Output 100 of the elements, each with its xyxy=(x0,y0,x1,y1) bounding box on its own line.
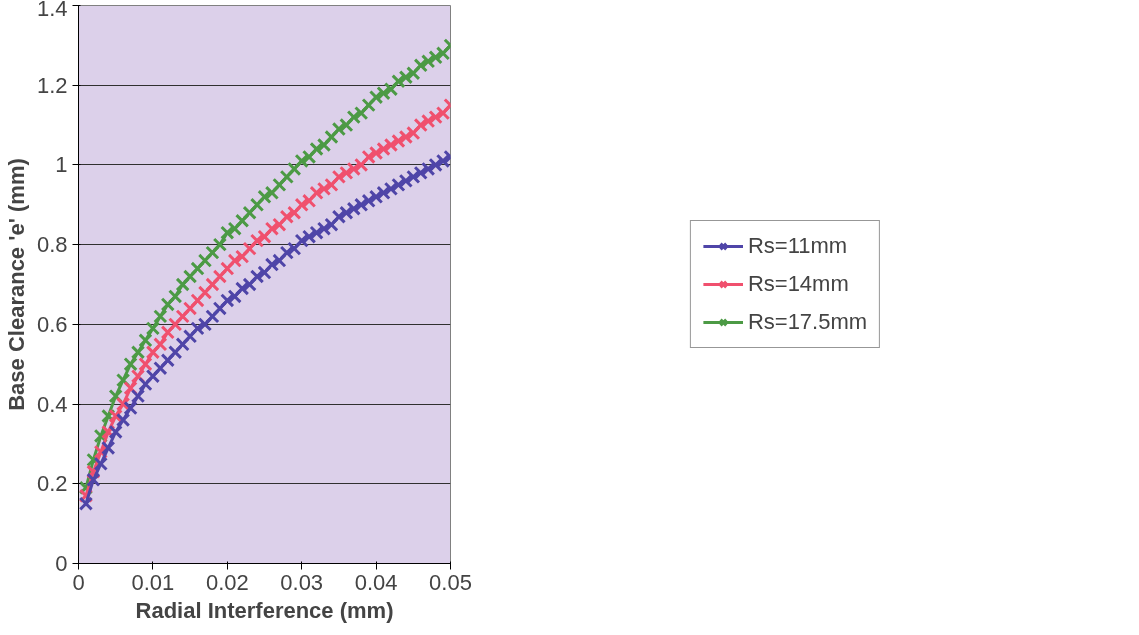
point xyxy=(354,197,369,212)
point xyxy=(309,185,324,200)
point xyxy=(301,229,317,244)
point xyxy=(227,253,242,268)
legend-label: Rs=11mm xyxy=(747,233,848,259)
point xyxy=(294,153,309,169)
point xyxy=(324,217,339,232)
point xyxy=(361,193,376,208)
point xyxy=(138,376,153,392)
point xyxy=(160,297,175,312)
point xyxy=(413,165,428,181)
legend-label: Rs=14mm xyxy=(747,271,849,297)
point xyxy=(398,70,414,85)
point xyxy=(421,113,436,129)
point xyxy=(242,241,257,256)
point xyxy=(316,221,332,236)
point xyxy=(197,253,213,268)
point xyxy=(153,361,168,376)
point xyxy=(287,205,302,220)
point xyxy=(220,261,235,276)
point xyxy=(190,321,205,336)
point xyxy=(428,157,443,173)
point xyxy=(361,97,376,113)
point xyxy=(398,129,414,145)
point xyxy=(272,217,287,232)
point xyxy=(368,189,384,204)
point xyxy=(406,66,421,81)
point xyxy=(339,165,354,181)
point xyxy=(391,133,406,149)
point xyxy=(435,46,451,61)
y-tick-label: 0 xyxy=(55,551,68,576)
point xyxy=(264,257,280,272)
y-tick-label: 0.4 xyxy=(36,391,68,417)
point xyxy=(413,58,428,73)
y-tick-label: 0.2 xyxy=(36,471,68,497)
point xyxy=(242,205,257,220)
point xyxy=(368,145,384,161)
point xyxy=(294,233,309,248)
point xyxy=(346,201,361,216)
point xyxy=(115,412,131,428)
point xyxy=(182,269,198,284)
point xyxy=(138,333,153,348)
point xyxy=(376,141,391,157)
point xyxy=(249,233,265,248)
y-axis-title: Base Clearance 'e' (mm) xyxy=(3,158,29,411)
point xyxy=(212,301,228,316)
point xyxy=(287,241,302,256)
point xyxy=(168,317,183,332)
point xyxy=(301,149,317,165)
point xyxy=(175,309,190,324)
point xyxy=(339,205,354,220)
point xyxy=(101,440,116,456)
point xyxy=(205,245,220,260)
point xyxy=(123,357,138,372)
point xyxy=(93,456,108,472)
x-tick-label: 0.01 xyxy=(131,569,175,595)
point xyxy=(331,169,347,185)
point xyxy=(138,357,153,372)
point xyxy=(160,353,175,368)
point xyxy=(413,117,428,133)
point xyxy=(257,189,272,204)
point xyxy=(421,161,436,177)
y-tick-label: 1 xyxy=(55,152,68,178)
point xyxy=(428,109,443,125)
point xyxy=(361,149,376,165)
point xyxy=(435,105,451,121)
point xyxy=(153,309,168,324)
point xyxy=(294,197,309,212)
point xyxy=(145,369,161,384)
point xyxy=(175,277,190,292)
x-tick-label: 0.04 xyxy=(354,569,398,595)
point xyxy=(398,173,414,189)
point xyxy=(264,185,280,200)
point xyxy=(227,289,242,304)
point xyxy=(257,229,272,244)
point xyxy=(190,293,205,308)
point xyxy=(279,245,294,260)
point xyxy=(212,269,228,284)
point xyxy=(406,169,421,185)
point xyxy=(309,141,324,157)
point xyxy=(160,325,175,340)
point xyxy=(391,74,406,89)
point xyxy=(249,269,265,284)
y-tick-label: 1.4 xyxy=(36,0,68,21)
point xyxy=(279,209,294,224)
point xyxy=(264,221,280,236)
point xyxy=(168,289,183,304)
point xyxy=(428,50,443,65)
point xyxy=(182,301,198,316)
point xyxy=(383,181,399,196)
point xyxy=(354,105,369,121)
point xyxy=(86,472,101,487)
point xyxy=(249,197,265,212)
point xyxy=(383,82,399,97)
point xyxy=(227,221,242,236)
point xyxy=(212,237,228,252)
point xyxy=(324,129,339,145)
point xyxy=(346,161,361,177)
point xyxy=(383,137,399,153)
point xyxy=(287,161,302,177)
